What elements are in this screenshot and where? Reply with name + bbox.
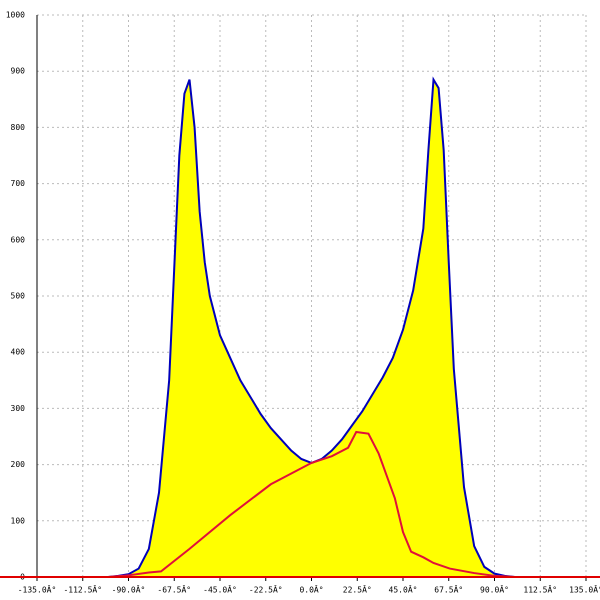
line (108, 430, 515, 578)
x-tick-label: -90.0Â° (112, 584, 146, 595)
x-tick-label: -67.5Â° (157, 584, 191, 595)
area-fill (108, 79, 515, 577)
y-tick-label: 500 (11, 292, 26, 301)
x-tick-label: -112.5Â° (63, 584, 102, 595)
x-tick-label: 112.5Â° (523, 584, 557, 595)
y-tick-label: 300 (11, 404, 26, 413)
x-tick-label: -45.0Â° (203, 584, 237, 595)
x-tick-label: 0.0Â° (299, 584, 323, 595)
y-tick-label: 200 (11, 460, 26, 469)
y-tick-label: 800 (11, 123, 26, 132)
x-tick-label: -135.0Â° (18, 584, 57, 595)
y-tick-label: 400 (11, 348, 26, 357)
y-tick-label: 100 (11, 516, 26, 525)
x-tick-label: 135.0Â° (569, 584, 600, 595)
y-tick-label: 600 (11, 235, 26, 244)
y-tick-label: 1000 (6, 11, 25, 20)
y-tick-label: 900 (11, 67, 26, 76)
x-tick-label: -22.5Â° (249, 584, 283, 595)
x-tick-label: 90.0Â° (480, 584, 509, 595)
x-tick-label: 67.5Â° (434, 584, 463, 595)
x-tick-label: 45.0Â° (389, 584, 418, 595)
line (108, 76, 515, 578)
x-tick-label: 22.5Â° (343, 584, 372, 595)
y-tick-label: 700 (11, 179, 26, 188)
